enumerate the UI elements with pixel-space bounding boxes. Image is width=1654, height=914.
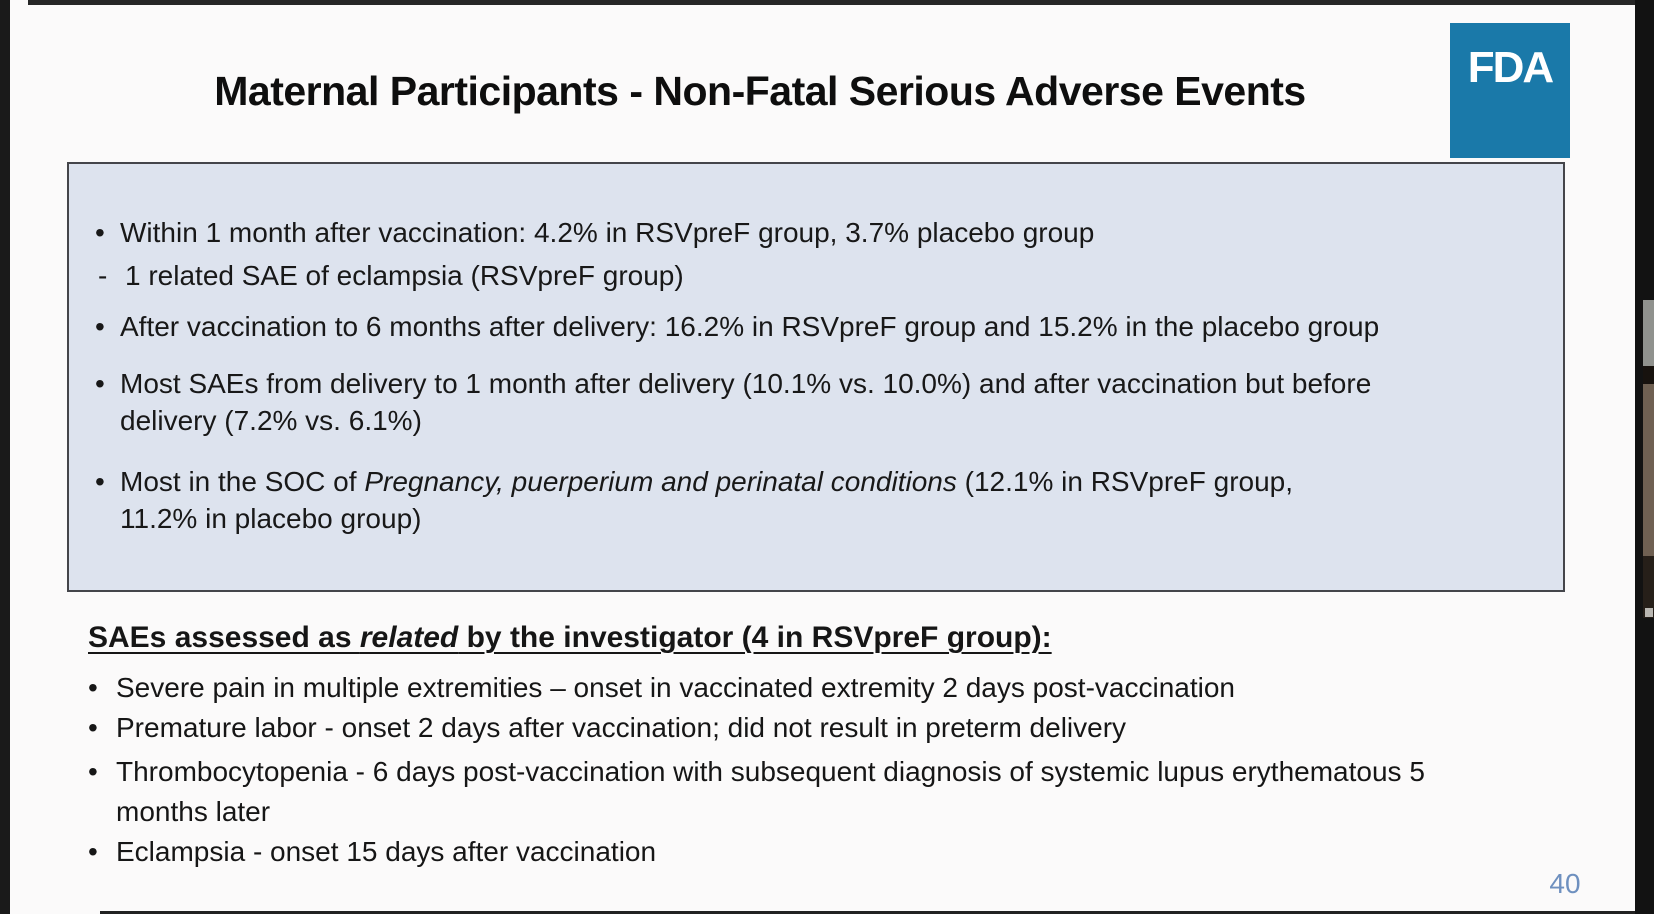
bullet-text: Most in the SOC of Pregnancy, puerperium… [120,463,1335,537]
heading-part: SAEs assessed as [88,621,360,654]
section-heading: SAEs assessed as related by the investig… [88,620,1052,656]
bullet-text-part: Most in the SOC of [120,466,365,497]
list-item: • Within 1 month after vaccination: 4.2%… [95,214,1543,251]
background-video-sliver [1643,366,1654,384]
heading-italic: related [359,621,459,654]
bullet-text: Most SAEs from delivery to 1 month after… [120,368,1372,436]
bullet-icon: • [95,311,105,342]
background-video-sliver [1643,300,1654,366]
sub-bullet-text: 1 related SAE of eclampsia (RSVpreF grou… [125,260,684,291]
list-item: • Thrombocytopenia - 6 days post-vaccina… [88,752,1488,832]
bullet-text: Thrombocytopenia - 6 days post-vaccinati… [116,756,1425,827]
list-item: • Most in the SOC of Pregnancy, puerperi… [95,463,1543,537]
bullet-icon: • [88,712,98,743]
heading-part: by the investigator (4 in RSVpreF group)… [458,621,1052,654]
list-item: • After vaccination to 6 months after de… [95,308,1543,345]
top-edge-strip [28,0,1635,5]
left-edge-bar [0,0,10,914]
bullet-text: After vaccination to 6 months after deli… [120,311,1380,342]
related-saes-list: • Severe pain in multiple extremities – … [88,668,1488,872]
fda-logo-text: FDA [1467,43,1554,92]
page-number: 40 [1549,868,1581,899]
bullet-text: Within 1 month after vaccination: 4.2% i… [120,217,1095,248]
related-saes-section: SAEs assessed as related by the investig… [88,620,1488,872]
dash-icon: - [98,260,108,291]
background-video-sliver [1643,384,1654,556]
list-item: • Eclampsia - onset 15 days after vaccin… [88,832,1488,872]
summary-box: • Within 1 month after vaccination: 4.2%… [67,162,1565,592]
bullet-icon: • [88,672,98,703]
bullet-icon: • [88,756,98,787]
list-item: • Most SAEs from delivery to 1 month aft… [95,365,1543,439]
list-item: • Premature labor - onset 2 days after v… [88,708,1488,748]
bullet-text: Premature labor - onset 2 days after vac… [116,712,1127,743]
bullet-text-italic: Pregnancy, puerperium and perinatal cond… [364,466,957,497]
sub-list-item: - 1 related SAE of eclampsia (RSVpreF gr… [98,257,1543,294]
bottom-edge-strip [100,911,1635,914]
bullet-icon: • [95,217,105,248]
bullet-icon: • [88,836,98,867]
bullet-text-part: (12.1% in RSVpreF group, 11.2% in placeb… [120,466,1294,534]
list-item: • Severe pain in multiple extremities – … [88,668,1488,708]
background-video-sliver [1643,556,1654,618]
bullet-icon: • [95,466,105,497]
slide-title: Maternal Participants - Non-Fatal Seriou… [214,68,1306,114]
bullet-icon: • [95,368,105,399]
bullet-text: Severe pain in multiple extremities – on… [116,672,1235,703]
background-video-sliver [1645,608,1653,617]
bullet-text: Eclampsia - onset 15 days after vaccinat… [116,836,657,867]
fda-logo: FDA [1450,23,1570,158]
